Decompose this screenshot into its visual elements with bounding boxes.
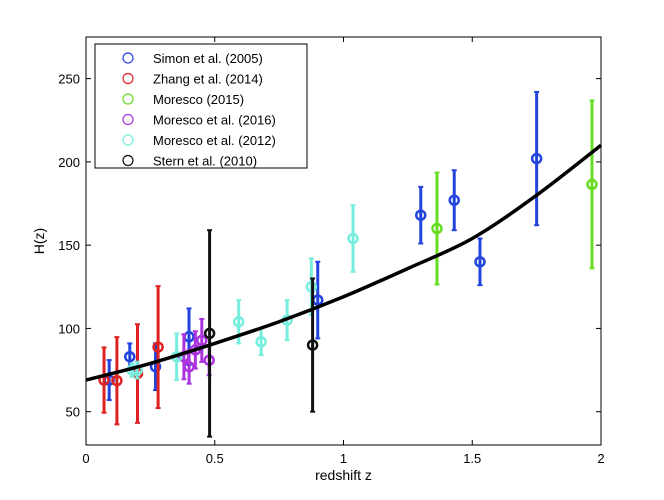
data-point [232,316,245,328]
legend-marker [122,154,134,167]
legend-marker [122,113,134,126]
data-point [111,374,123,387]
y-tick-label: 250 [58,72,80,87]
data-point [152,341,164,353]
data-point [586,178,598,191]
x-tick-label: 2 [597,451,604,466]
legend-label: Moresco et al. (2016) [153,113,276,128]
legend-marker [122,72,134,85]
legend-box [94,43,308,169]
x-tick-label: 1.5 [463,451,481,466]
data-point [448,194,460,206]
legend-marker [122,52,134,64]
legend: Simon et al. (2005) Zhang et al. (2014) Mo… [94,43,308,169]
data-point [347,232,359,245]
x-tick-label: 0 [82,451,89,466]
x-axis-label: redshift z [315,467,372,483]
data-point [530,152,543,165]
legend-marker [122,93,134,105]
data-point [431,222,443,235]
x-tick-label: 1 [340,451,347,466]
data-point [255,336,267,348]
data-point [196,334,208,347]
y-axis-label: H(z) [31,228,47,254]
plot-marks [85,90,603,438]
data-point [183,360,195,373]
legend-label: Moresco et al. (2012) [153,133,276,148]
y-tick-label: 100 [58,321,80,336]
data-point [474,256,486,268]
y-tick-label: 150 [58,238,80,253]
y-tick-label: 50 [66,405,80,420]
legend-marker [122,134,134,146]
legend-label: Zhang et al. (2014) [153,72,263,87]
legend-label: Moresco (2015) [153,92,244,107]
legend-label: Stern et al. (2010) [153,154,257,169]
legend-label: Simon et al. (2005) [153,51,263,66]
x-tick-label: 0.5 [206,451,224,466]
data-point [415,209,427,221]
data-point [306,339,319,351]
data-point [203,327,216,340]
data-point [124,350,136,363]
y-tick-label: 200 [58,155,80,170]
model-curve [85,143,603,382]
